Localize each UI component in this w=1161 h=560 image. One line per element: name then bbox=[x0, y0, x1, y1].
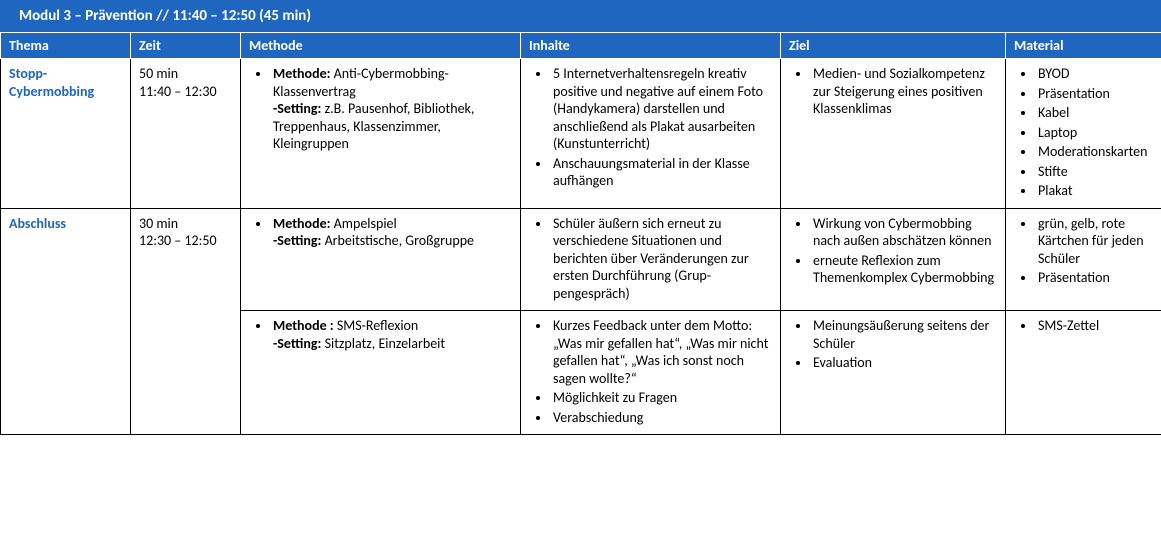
cell-methode: Methode: Anti-Cybermobbing-Klassenvertra… bbox=[241, 59, 521, 209]
setting-label: -Setting: bbox=[273, 335, 321, 352]
list-item: Stifte bbox=[1036, 163, 1153, 181]
methode-label: Methode: bbox=[273, 215, 331, 232]
methode-item: Methode: Ampelspiel -Setting: Arbeitstis… bbox=[271, 215, 512, 250]
list-item: Präsentation bbox=[1036, 269, 1153, 287]
setting-label: -Setting: bbox=[273, 100, 321, 117]
methode-item: Methode : SMS-Reflexion -Setting: Sitzpl… bbox=[271, 317, 512, 352]
methode-item: Methode: Anti-Cybermobbing-Klassenvertra… bbox=[271, 65, 512, 153]
list-item: Verabschiedung bbox=[551, 409, 772, 427]
col-header-thema: Thema bbox=[1, 33, 131, 59]
cell-material: BYOD Präsentation Kabel Laptop Moderatio… bbox=[1006, 59, 1161, 209]
module-title: Modul 3 – Prävention // 11:40 – 12:50 (4… bbox=[0, 0, 1161, 32]
list-item: Laptop bbox=[1036, 124, 1153, 142]
methode-text: Ampelspiel bbox=[331, 215, 397, 232]
cell-inhalte: 5 Internetverhaltensregeln krea­tiv posi… bbox=[521, 59, 781, 209]
list-item: 5 Internetverhaltensregeln krea­tiv posi… bbox=[551, 65, 772, 153]
list-item: Schüler äußern sich erneut zu verschiede… bbox=[551, 215, 772, 303]
list-item: SMS-Zettel bbox=[1036, 317, 1153, 335]
cell-methode: Methode : SMS-Reflexion -Setting: Sitzpl… bbox=[241, 311, 521, 435]
list-item: Möglichkeit zu Fragen bbox=[551, 389, 772, 407]
table-row: Stopp-Cybermobbing 50 min 11:40 – 12:30 … bbox=[1, 59, 1161, 209]
setting-text: Sitzplatz, Einzelarbeit bbox=[321, 335, 445, 352]
list-item: Wirkung von Cybermob­bing nach außen abs… bbox=[811, 215, 997, 250]
list-item: Evaluation bbox=[811, 354, 997, 372]
cell-zeit: 30 min 12:30 – 12:50 bbox=[131, 208, 241, 435]
methode-text: SMS-Reflexion bbox=[334, 317, 419, 334]
list-item: grün, gelb, rote Kärtchen für jeden Schü… bbox=[1036, 215, 1153, 268]
cell-methode: Methode: Ampelspiel -Setting: Arbeitstis… bbox=[241, 208, 521, 311]
cell-material: grün, gelb, rote Kärtchen für jeden Schü… bbox=[1006, 208, 1161, 311]
list-item: Kurzes Feedback unter dem Motto: „Was mi… bbox=[551, 317, 772, 387]
table-row: Abschluss 30 min 12:30 – 12:50 Methode: … bbox=[1, 208, 1161, 311]
methode-label: Methode : bbox=[273, 317, 334, 334]
col-header-ziel: Ziel bbox=[781, 33, 1006, 59]
cell-ziel: Medien- und Sozialkom­petenz zur Steiger… bbox=[781, 59, 1006, 209]
list-item: Kabel bbox=[1036, 104, 1153, 122]
zeit-duration: 50 min bbox=[139, 65, 178, 82]
cell-zeit: 50 min 11:40 – 12:30 bbox=[131, 59, 241, 209]
cell-thema: Abschluss bbox=[1, 208, 131, 435]
list-item: Meinungsäußerung sei­tens der Schüler bbox=[811, 317, 997, 352]
cell-material: SMS-Zettel bbox=[1006, 311, 1161, 435]
list-item: Präsentation bbox=[1036, 85, 1153, 103]
cell-ziel: Wirkung von Cybermob­bing nach außen abs… bbox=[781, 208, 1006, 311]
list-item: Anschauungsmaterial in der Klasse aufhän… bbox=[551, 155, 772, 190]
list-item: erneute Reflexion zum Themenkomplex Cybe… bbox=[811, 252, 997, 287]
col-header-material: Material bbox=[1006, 33, 1161, 59]
table-header-row: Thema Zeit Methode Inhalte Ziel Material bbox=[1, 33, 1161, 59]
methode-label: Methode: bbox=[273, 65, 331, 82]
col-header-inhalte: Inhalte bbox=[521, 33, 781, 59]
zeit-range: 11:40 – 12:30 bbox=[139, 83, 217, 100]
zeit-range: 12:30 – 12:50 bbox=[139, 232, 217, 249]
list-item: Medien- und Sozialkom­petenz zur Steiger… bbox=[811, 65, 997, 118]
cell-inhalte: Kurzes Feedback unter dem Motto: „Was mi… bbox=[521, 311, 781, 435]
zeit-duration: 30 min bbox=[139, 215, 178, 232]
cell-thema: Stopp-Cybermobbing bbox=[1, 59, 131, 209]
setting-label: -Setting: bbox=[273, 232, 321, 249]
cell-ziel: Meinungsäußerung sei­tens der Schüler Ev… bbox=[781, 311, 1006, 435]
list-item: BYOD bbox=[1036, 65, 1153, 83]
cell-inhalte: Schüler äußern sich erneut zu verschiede… bbox=[521, 208, 781, 311]
lesson-plan-table: Thema Zeit Methode Inhalte Ziel Material… bbox=[0, 32, 1161, 435]
col-header-methode: Methode bbox=[241, 33, 521, 59]
setting-text: Arbeitstische, Großgrup­pe bbox=[321, 232, 474, 249]
list-item: Plakat bbox=[1036, 182, 1153, 200]
list-item: Moderations­karten bbox=[1036, 143, 1153, 161]
col-header-zeit: Zeit bbox=[131, 33, 241, 59]
